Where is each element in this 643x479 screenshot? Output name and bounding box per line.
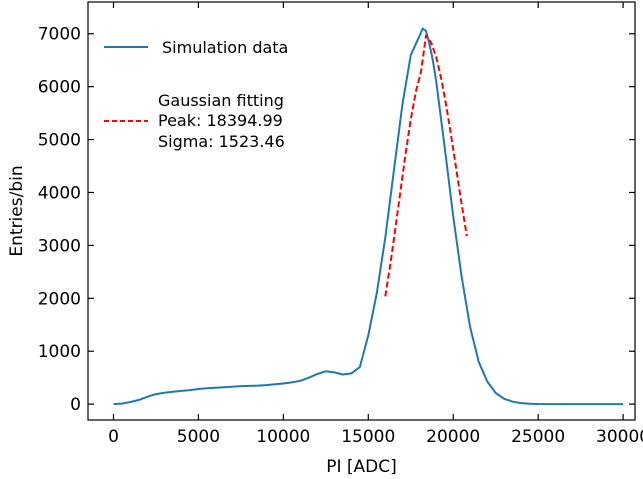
y-tick-label: 1000	[38, 342, 81, 362]
x-tick-label: 0	[108, 427, 119, 447]
y-tick-label: 3000	[38, 236, 81, 256]
y-tick-label: 0	[70, 395, 81, 415]
x-tick-label: 25000	[511, 427, 565, 447]
series-line-0	[113, 27, 624, 406]
y-tick-label: 6000	[38, 78, 81, 98]
legend: Simulation data Gaussian fitting Peak: 1…	[104, 38, 288, 151]
legend-label-peak: Peak: 18394.99	[158, 111, 283, 130]
x-tick-label: 15000	[341, 427, 395, 447]
y-tick-label: 2000	[38, 289, 81, 309]
y-tick-label: 7000	[38, 25, 81, 45]
legend-label-simulation: Simulation data	[162, 38, 288, 57]
y-axis-label: Entries/bin	[7, 165, 27, 256]
x-tick-label: 10000	[256, 427, 310, 447]
x-tick-label: 5000	[177, 427, 220, 447]
series-layer	[113, 27, 624, 406]
legend-label-gaussian: Gaussian fitting	[158, 91, 284, 110]
series-line-1	[384, 34, 468, 297]
plot-frame	[87, 1, 636, 421]
y-tick-label: 4000	[38, 183, 81, 203]
legend-label-sigma: Sigma: 1523.46	[158, 132, 285, 151]
x-tick-label: 20000	[426, 427, 480, 447]
x-axis-label: PI [ADC]	[326, 457, 397, 477]
y-tick-label: 5000	[38, 131, 81, 151]
